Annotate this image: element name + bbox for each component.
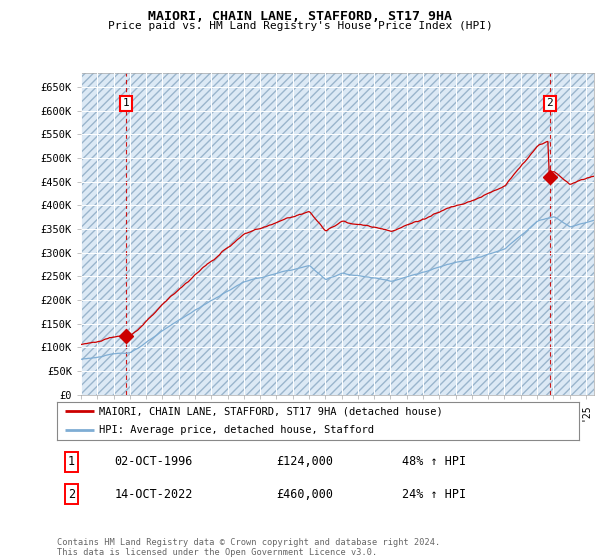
Text: £460,000: £460,000 [276, 488, 333, 501]
Text: 14-OCT-2022: 14-OCT-2022 [115, 488, 193, 501]
Text: MAIORI, CHAIN LANE, STAFFORD, ST17 9HA (detached house): MAIORI, CHAIN LANE, STAFFORD, ST17 9HA (… [99, 406, 443, 416]
Text: 02-OCT-1996: 02-OCT-1996 [115, 455, 193, 468]
Text: MAIORI, CHAIN LANE, STAFFORD, ST17 9HA: MAIORI, CHAIN LANE, STAFFORD, ST17 9HA [148, 10, 452, 22]
Text: Contains HM Land Registry data © Crown copyright and database right 2024.
This d: Contains HM Land Registry data © Crown c… [57, 538, 440, 557]
Text: 1: 1 [68, 455, 75, 468]
Text: £124,000: £124,000 [276, 455, 333, 468]
Text: 1: 1 [122, 99, 129, 109]
Text: Price paid vs. HM Land Registry's House Price Index (HPI): Price paid vs. HM Land Registry's House … [107, 21, 493, 31]
Text: HPI: Average price, detached house, Stafford: HPI: Average price, detached house, Staf… [99, 425, 374, 435]
Text: 2: 2 [547, 99, 553, 109]
Text: 48% ↑ HPI: 48% ↑ HPI [401, 455, 466, 468]
Text: 24% ↑ HPI: 24% ↑ HPI [401, 488, 466, 501]
Text: 2: 2 [68, 488, 75, 501]
